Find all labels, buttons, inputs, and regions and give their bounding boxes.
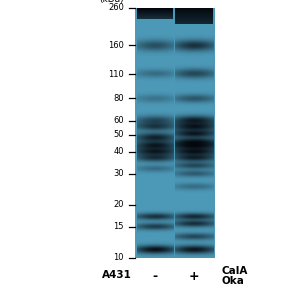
Text: 30: 30: [113, 169, 124, 178]
Text: Oka: Oka: [221, 276, 244, 286]
Text: 40: 40: [113, 147, 124, 156]
Text: 20: 20: [113, 200, 124, 209]
Text: 15: 15: [113, 222, 124, 231]
Text: 80: 80: [113, 94, 124, 103]
Text: +: +: [189, 270, 199, 283]
Text: A431: A431: [102, 270, 132, 280]
Text: CalA: CalA: [221, 266, 248, 276]
Text: 10: 10: [113, 254, 124, 262]
Text: (kDa): (kDa): [99, 0, 124, 4]
Text: 60: 60: [113, 116, 124, 125]
Text: 260: 260: [108, 4, 124, 13]
Text: 110: 110: [108, 70, 124, 79]
Text: 160: 160: [108, 41, 124, 50]
Text: -: -: [152, 270, 158, 283]
Text: 50: 50: [113, 130, 124, 139]
